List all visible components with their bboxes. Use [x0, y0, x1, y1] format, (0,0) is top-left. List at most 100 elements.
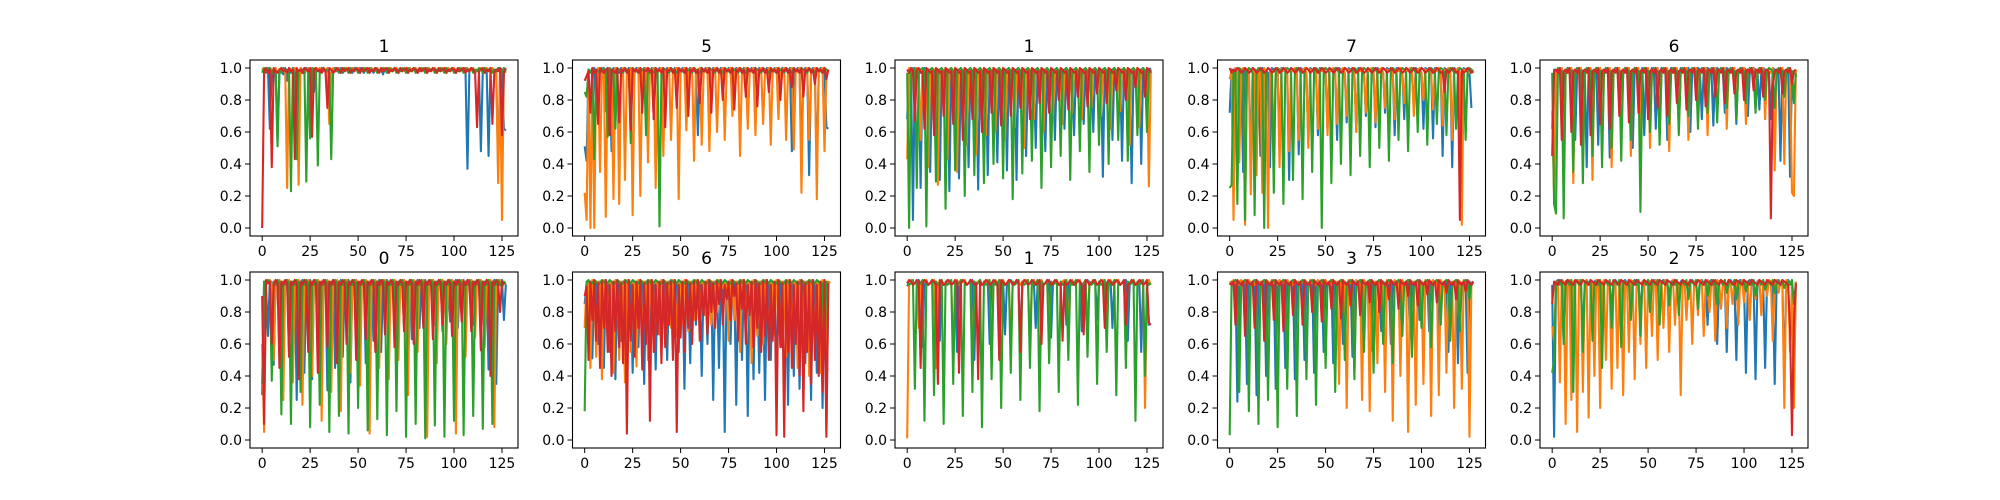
y-tick-label: 0.8	[1510, 305, 1532, 321]
x-tick-label: 100	[1408, 244, 1435, 260]
x-tick-label: 100	[441, 244, 468, 260]
series-line-4	[1551, 66, 1797, 220]
y-tick-label: 0.2	[1187, 401, 1209, 417]
y-tick-label: 0.2	[542, 401, 564, 417]
y-tick-label: 0.6	[542, 337, 564, 353]
x-tick-label: 50	[1317, 456, 1335, 472]
subplot-title: 6	[1669, 37, 1680, 57]
x-tick-label: 100	[1086, 456, 1113, 472]
y-tick-label: 0.2	[220, 401, 242, 417]
axes-frame	[1216, 271, 1487, 449]
y-tick-label: 0.0	[542, 433, 564, 449]
x-tick-label: 0	[903, 456, 912, 472]
y-tick-label: 0.8	[1187, 93, 1209, 109]
series-line-4	[906, 278, 1152, 386]
y-tick-label: 0.6	[1187, 337, 1209, 353]
y-tick-label: 0.2	[865, 189, 887, 205]
y-tick-label: 0.0	[220, 221, 242, 237]
x-tick-label: 25	[301, 244, 319, 260]
y-tick-label: 1.0	[1187, 273, 1209, 289]
series-group	[261, 66, 507, 229]
subplot-title: 2	[1669, 249, 1680, 269]
x-tick-label: 125	[1134, 244, 1161, 260]
subplot-title: 5	[701, 37, 712, 57]
subplot-title: 6	[701, 249, 712, 269]
x-tick-label: 0	[580, 456, 589, 472]
y-tick-label: 1.0	[1510, 61, 1532, 77]
x-tick-label: 50	[1639, 456, 1657, 472]
series-line-4	[906, 66, 1152, 142]
x-tick-label: 50	[349, 456, 367, 472]
subplot-title: 7	[1346, 37, 1357, 57]
y-tick-label: 0.2	[1510, 401, 1532, 417]
series-line-3	[906, 66, 1152, 230]
axes-frame	[571, 59, 842, 237]
y-tick-label: 0.8	[220, 305, 242, 321]
series-group	[1228, 66, 1475, 230]
y-tick-label: 0.4	[542, 369, 564, 385]
y-tick-label: 1.0	[865, 273, 887, 289]
x-tick-label: 75	[1687, 456, 1705, 472]
x-tick-label: 25	[624, 456, 642, 472]
x-tick-label: 125	[1779, 456, 1806, 472]
x-tick-label: 0	[258, 456, 267, 472]
series-line-4	[583, 278, 830, 438]
series-line-3	[1228, 66, 1475, 230]
axes-frame	[1216, 59, 1487, 237]
y-tick-label: 0.8	[542, 93, 564, 109]
y-tick-label: 0.8	[542, 305, 564, 321]
y-tick-label: 0.8	[865, 93, 887, 109]
series-group	[1551, 66, 1797, 220]
series-line-4	[261, 66, 507, 229]
x-tick-label: 75	[397, 456, 415, 472]
x-tick-label: 0	[903, 244, 912, 260]
series-group	[906, 66, 1152, 230]
y-tick-label: 0.6	[865, 337, 887, 353]
x-tick-label: 125	[1134, 456, 1161, 472]
x-tick-label: 125	[811, 456, 838, 472]
y-tick-label: 0.0	[865, 433, 887, 449]
y-tick-label: 0.0	[1510, 433, 1532, 449]
x-tick-label: 75	[1365, 244, 1383, 260]
series-line-3	[906, 278, 1152, 429]
subplot-title: 3	[1346, 249, 1357, 269]
y-tick-label: 0.6	[220, 337, 242, 353]
y-tick-label: 0.2	[865, 401, 887, 417]
y-tick-label: 0.6	[1510, 337, 1532, 353]
x-tick-label: 50	[349, 244, 367, 260]
series-line-2	[583, 66, 830, 230]
x-tick-label: 75	[720, 244, 738, 260]
x-tick-label: 25	[1269, 456, 1287, 472]
x-tick-label: 75	[720, 456, 738, 472]
subplot-title: 1	[1024, 249, 1035, 269]
y-tick-label: 0.2	[1187, 189, 1209, 205]
y-tick-label: 0.0	[1187, 433, 1209, 449]
y-tick-label: 0.2	[542, 189, 564, 205]
x-tick-label: 75	[1042, 244, 1060, 260]
y-tick-label: 0.0	[1510, 221, 1532, 237]
x-tick-label: 100	[1731, 244, 1758, 260]
x-tick-label: 50	[1639, 244, 1657, 260]
x-tick-label: 50	[672, 456, 690, 472]
series-line-4	[261, 278, 505, 426]
subplot-9: 3 0 25 50 75 100 125 0.0 0.2 0.4 0.6 0.8 1.0	[1187, 249, 1487, 472]
y-tick-label: 0.0	[220, 433, 242, 449]
y-tick-label: 0.6	[542, 125, 564, 141]
x-tick-label: 25	[1591, 456, 1609, 472]
series-line-4	[1551, 278, 1797, 437]
x-tick-label: 100	[1408, 456, 1435, 472]
subplot-title: 1	[379, 37, 390, 57]
x-tick-label: 0	[1225, 244, 1234, 260]
y-tick-label: 0.4	[220, 157, 242, 173]
x-tick-label: 25	[1591, 244, 1609, 260]
series-group	[261, 278, 507, 440]
y-tick-label: 0.4	[865, 369, 887, 385]
x-tick-label: 75	[397, 244, 415, 260]
x-tick-label: 25	[1269, 244, 1287, 260]
x-tick-label: 75	[1042, 456, 1060, 472]
x-tick-label: 25	[301, 456, 319, 472]
axes-frame	[894, 59, 1164, 237]
y-tick-label: 0.4	[1510, 157, 1532, 173]
axes-frame	[1539, 271, 1809, 449]
